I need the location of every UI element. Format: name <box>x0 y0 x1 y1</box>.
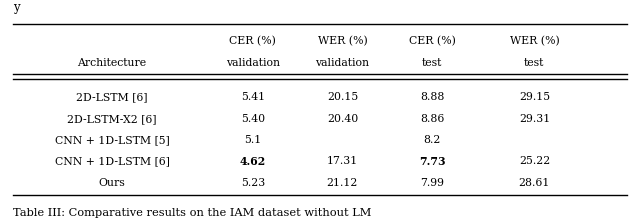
Text: CNN + 1D-LSTM [5]: CNN + 1D-LSTM [5] <box>54 135 170 145</box>
Text: Ours: Ours <box>99 178 125 187</box>
Text: WER (%): WER (%) <box>317 36 367 47</box>
Text: Table III: Comparative results on the IAM dataset without LM: Table III: Comparative results on the IA… <box>13 208 371 218</box>
Text: CER (%): CER (%) <box>229 36 276 47</box>
Text: 20.15: 20.15 <box>327 93 358 102</box>
Text: 2D-LSTM [6]: 2D-LSTM [6] <box>76 93 148 102</box>
Text: 5.23: 5.23 <box>241 178 265 187</box>
Text: 28.61: 28.61 <box>518 178 550 187</box>
Text: 5.1: 5.1 <box>244 135 261 145</box>
Text: 25.22: 25.22 <box>519 156 550 166</box>
Text: 8.2: 8.2 <box>423 135 441 145</box>
Text: 17.31: 17.31 <box>327 156 358 166</box>
Text: 8.86: 8.86 <box>420 114 444 124</box>
Text: 29.15: 29.15 <box>519 93 550 102</box>
Text: 20.40: 20.40 <box>327 114 358 124</box>
Text: 5.40: 5.40 <box>241 114 265 124</box>
Text: 2D-LSTM-X2 [6]: 2D-LSTM-X2 [6] <box>67 114 157 124</box>
Text: test: test <box>422 58 442 68</box>
Text: WER (%): WER (%) <box>509 36 559 47</box>
Text: 7.73: 7.73 <box>419 156 445 167</box>
Text: CNN + 1D-LSTM [6]: CNN + 1D-LSTM [6] <box>54 156 170 166</box>
Text: 7.99: 7.99 <box>420 178 444 187</box>
Text: Architecture: Architecture <box>77 58 147 68</box>
Text: 29.31: 29.31 <box>519 114 550 124</box>
Text: test: test <box>524 58 545 68</box>
Text: validation: validation <box>316 58 369 68</box>
Text: y: y <box>13 1 19 14</box>
Text: 5.41: 5.41 <box>241 93 265 102</box>
Text: CER (%): CER (%) <box>408 36 456 47</box>
Text: 4.62: 4.62 <box>239 156 266 167</box>
Text: 8.88: 8.88 <box>420 93 444 102</box>
Text: 21.12: 21.12 <box>326 178 358 187</box>
Text: validation: validation <box>226 58 280 68</box>
